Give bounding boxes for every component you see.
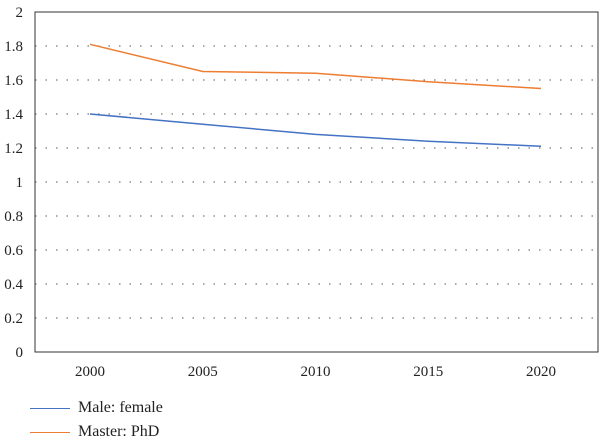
y-tick-label: 2 [16, 5, 24, 21]
y-tick-label: 1.8 [4, 39, 23, 55]
y-axis-ticks: 0 0.2 0.4 0.6 0.8 1 1.2 1.4 1.6 1.8 2 [4, 5, 23, 361]
legend-swatch-male-female [30, 407, 70, 409]
y-tick-label: 1.4 [4, 107, 23, 123]
legend-label-master-phd: Master: PhD [78, 423, 160, 440]
series-line-master-phd [89, 43, 542, 90]
x-tick-label: 2015 [413, 364, 443, 380]
series-lines [89, 43, 542, 148]
y-tick-label: 1 [16, 175, 24, 191]
y-tick-label: 0.2 [4, 311, 23, 327]
y-tick-label: 0 [16, 345, 24, 361]
x-axis-ticks: 2000 2005 2010 2015 2020 [75, 364, 556, 380]
legend-item-male-female: Male: female [30, 396, 163, 420]
y-tick-label: 1.6 [4, 73, 23, 89]
series-line-male-female [89, 113, 542, 148]
x-tick-label: 2005 [188, 364, 218, 380]
x-tick-label: 2010 [301, 364, 331, 380]
y-tick-label: 0.8 [4, 209, 23, 225]
y-tick-label: 1.2 [4, 141, 23, 157]
y-tick-label: 0.4 [4, 277, 23, 293]
legend-label-male-female: Male: female [78, 399, 163, 416]
legend-swatch-master-phd [30, 431, 70, 433]
legend: Male: female Master: PhD [30, 396, 163, 444]
x-tick-label: 2000 [75, 364, 105, 380]
legend-item-master-phd: Master: PhD [30, 420, 163, 444]
plot-area-frame [34, 11, 599, 353]
y-tick-label: 0.6 [4, 243, 23, 259]
x-tick-label: 2020 [526, 364, 556, 380]
